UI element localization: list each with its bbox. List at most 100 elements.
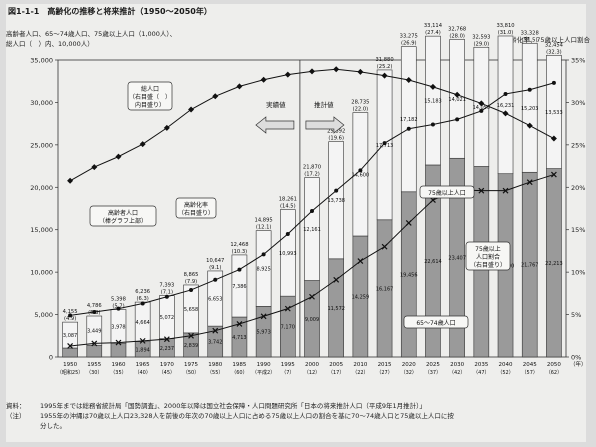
bar-total-label: 5,398: [111, 296, 126, 302]
aging-rate-line-point: [237, 267, 242, 272]
total-population-line-point: [115, 153, 122, 160]
bar-pct-label: (25.2): [377, 64, 393, 70]
age75-rate-line-point: [212, 327, 219, 334]
x-era-label: （47）: [473, 370, 489, 376]
x-year-label: 1980: [208, 362, 222, 368]
bar-65-74-label: 6,653: [208, 297, 222, 303]
x-year-label: 2000: [305, 362, 319, 368]
total-population-line-point: [139, 141, 146, 148]
bar-75-label: 4,713: [232, 335, 246, 341]
x-year-label: 1950: [63, 362, 77, 368]
total-pop-annotation: 内目盛り）: [135, 101, 165, 109]
x-year-label: 2045: [523, 362, 537, 368]
x-year-label: 1970: [160, 362, 174, 368]
total-population-line-point: [429, 83, 436, 90]
note-label: （注）: [6, 412, 26, 420]
bar-65-74-label: 5,658: [184, 307, 198, 313]
x-era-label: （17）: [328, 370, 344, 376]
bar-65-74-label: 12,161: [303, 227, 321, 233]
aging-rate-line-point: [189, 287, 194, 292]
bar-total-label: 33,114: [424, 23, 443, 29]
bar-65-74: [86, 315, 103, 346]
aging-rate-line-point: [310, 209, 314, 214]
bar-pct-label: (17.2): [304, 172, 320, 178]
bar-pct-label: (31.0): [498, 30, 514, 36]
aging-rate-line-point: [479, 108, 484, 113]
bar-75-label: 21,767: [521, 263, 539, 269]
elderly-annotation: 高齢者人口: [108, 209, 138, 217]
bar-pct-label: (9.1): [209, 265, 221, 271]
x-year-label: 1990: [257, 362, 271, 368]
right-tick-label: 30%: [571, 99, 585, 107]
total-population-line-point: [333, 66, 340, 73]
bar-total-label: 32,768: [448, 26, 466, 32]
aging-rate-annotation: （右目盛り）: [178, 209, 214, 217]
right-tick-label: 35%: [571, 57, 585, 65]
x-year-label: 2050: [547, 362, 561, 368]
x-era-label: （22）: [352, 370, 368, 376]
age75-rate-annotation: （右目盛り）: [470, 261, 506, 269]
bar-65-74-label: 3,978: [111, 324, 125, 330]
x-year-label: 2005: [329, 362, 343, 368]
bar-total-label: 33,810: [496, 23, 514, 29]
x-year-label: 2020: [402, 362, 416, 368]
elderly-annotation: （棒グラフ上部）: [99, 217, 147, 225]
bar-total-label: 12,468: [230, 242, 248, 248]
x-year-label: 2010: [353, 362, 367, 368]
x-era-label: （52）: [497, 370, 513, 376]
x-year-label: 2015: [378, 362, 392, 368]
aging-rate-line-point: [430, 122, 435, 127]
bar-65-74: [328, 141, 344, 260]
left-axis-label-line2: 総人口（ ）内、10,000人）: [6, 40, 94, 48]
bar-pct-label: (22.0): [353, 107, 369, 113]
bar-65-74-label: 3,449: [87, 329, 101, 335]
total-population-line-point: [357, 68, 364, 75]
x-era-label: （60）: [231, 370, 247, 376]
x-year-label: 1955: [87, 362, 101, 368]
aging-rate-line-point: [551, 80, 556, 85]
x-year-label: 2035: [474, 362, 488, 368]
note-text-2: 分した。: [40, 422, 66, 430]
age75-rate-line-point: [526, 179, 533, 186]
bar-65-74-label: 15,183: [424, 99, 442, 105]
left-tick-label: 15,000: [30, 226, 53, 234]
bar-75-label: 23,407: [448, 256, 466, 262]
left-tick-label: 35,000: [30, 57, 53, 65]
bar-65-74-label: 13,533: [545, 110, 563, 116]
x-era-label: （40）: [134, 370, 150, 376]
bar-75-label: 11,572: [327, 306, 345, 312]
right-axis-label: 高齢化率、75歳以上人口割合: [503, 36, 590, 44]
total-population-line-point: [478, 100, 485, 107]
bar-total-label: 4,786: [87, 303, 102, 309]
age75-rate-line-point: [236, 320, 243, 327]
total-population-line-point: [188, 106, 195, 113]
bar-65-74: [400, 46, 417, 193]
bar-total-label: 33,275: [400, 34, 418, 40]
right-tick-label: 25%: [571, 141, 585, 149]
x-era-label: （30）: [86, 370, 102, 376]
aging-rate-line-point: [213, 277, 218, 282]
bar-pct-label: (5.7): [112, 303, 124, 309]
age75-rate-line-point: [478, 187, 485, 194]
aging-rate-line-point: [164, 294, 169, 299]
bar-total-label: 28,735: [351, 100, 369, 106]
age75-rate-line-point: [357, 258, 364, 265]
bar-pct-label: (32.3): [546, 49, 562, 55]
x-era-label: （昭和25）: [57, 369, 83, 376]
bar-pct-label: (26.9): [401, 41, 417, 47]
x-year-label: 1975: [184, 362, 198, 368]
age65-74-annotation-box: [403, 315, 469, 329]
bar-65-74: [521, 42, 538, 173]
total-population-line-point: [212, 93, 219, 100]
bar-pct-label: (6.3): [137, 296, 149, 302]
x-year-label: 2030: [450, 362, 464, 368]
age65-74-annotation: 65～74歳人口: [416, 319, 455, 327]
source-text: 1995年までは総務省統計局「国勢調査」、2000年以降は国立社会保障・人口問題…: [40, 402, 426, 410]
bar-65-74: [449, 39, 465, 159]
bar-total-label: 10,647: [206, 258, 224, 264]
x-year-label: 1965: [136, 362, 150, 368]
bar-65-74-label: 15,203: [521, 106, 539, 112]
x-era-label: （62）: [546, 370, 562, 376]
bar-75-label: 9,009: [305, 317, 319, 323]
